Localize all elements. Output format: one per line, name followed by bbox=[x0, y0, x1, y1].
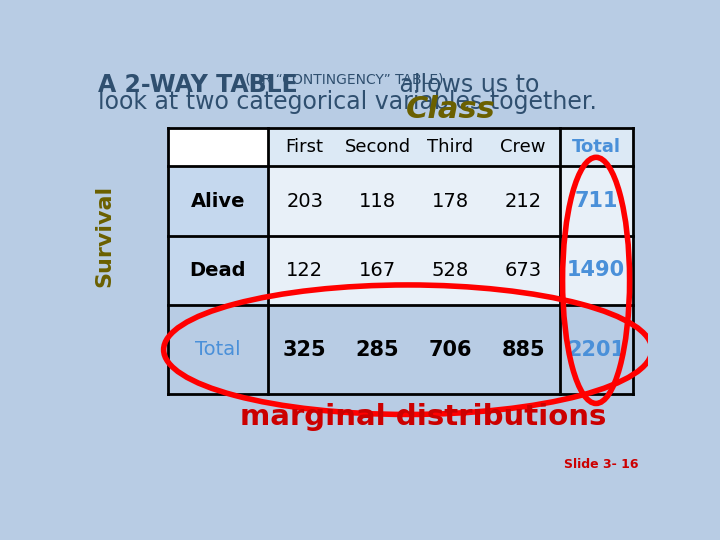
Text: Total: Total bbox=[195, 340, 240, 359]
Text: Crew: Crew bbox=[500, 138, 546, 156]
Text: A 2-WAY TABLE: A 2-WAY TABLE bbox=[98, 72, 297, 97]
Text: Alive: Alive bbox=[191, 192, 245, 211]
Text: 1490: 1490 bbox=[567, 260, 625, 280]
Text: 325: 325 bbox=[283, 340, 326, 360]
Text: 2201: 2201 bbox=[567, 340, 625, 360]
Text: Dead: Dead bbox=[189, 261, 246, 280]
Bar bbox=[168, 305, 632, 394]
Text: 167: 167 bbox=[359, 261, 396, 280]
Text: 178: 178 bbox=[432, 192, 469, 211]
Text: Second: Second bbox=[344, 138, 410, 156]
Text: 885: 885 bbox=[501, 340, 545, 360]
Text: Third: Third bbox=[427, 138, 474, 156]
Text: Class: Class bbox=[405, 95, 495, 124]
Text: marginal distributions: marginal distributions bbox=[240, 403, 606, 431]
Text: Survival: Survival bbox=[94, 185, 114, 287]
Text: 203: 203 bbox=[286, 192, 323, 211]
Text: First: First bbox=[286, 138, 324, 156]
Bar bbox=[269, 236, 632, 305]
Bar bbox=[168, 128, 632, 394]
Text: 122: 122 bbox=[286, 261, 323, 280]
Text: (OR “CONTINGENCY” TABLE): (OR “CONTINGENCY” TABLE) bbox=[241, 72, 444, 86]
Text: 212: 212 bbox=[505, 192, 541, 211]
Text: Total: Total bbox=[572, 138, 621, 156]
Text: 706: 706 bbox=[428, 340, 472, 360]
Bar bbox=[168, 166, 269, 305]
Text: allows us to: allows us to bbox=[392, 72, 539, 97]
Text: 673: 673 bbox=[505, 261, 541, 280]
Text: 118: 118 bbox=[359, 192, 396, 211]
Text: 285: 285 bbox=[356, 340, 400, 360]
Bar bbox=[269, 166, 632, 236]
Text: 528: 528 bbox=[432, 261, 469, 280]
Text: look at two categorical variables together.: look at two categorical variables togeth… bbox=[98, 90, 597, 114]
Text: Slide 3- 16: Slide 3- 16 bbox=[564, 458, 639, 471]
Text: 711: 711 bbox=[575, 191, 618, 211]
Bar bbox=[269, 128, 632, 166]
